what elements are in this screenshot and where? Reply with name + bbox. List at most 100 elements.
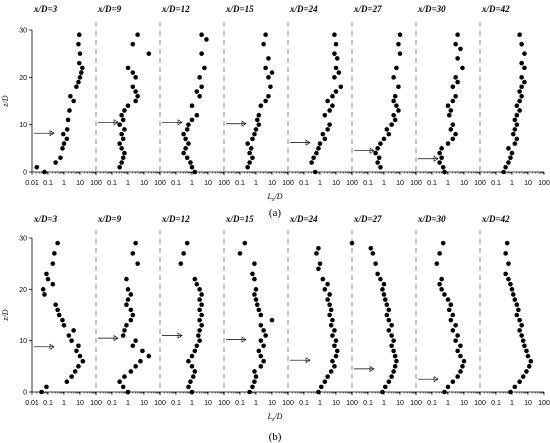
data-point: [458, 343, 463, 349]
data-point: [263, 65, 268, 71]
data-point: [503, 271, 508, 277]
data-point: [135, 32, 140, 38]
data-point: [120, 384, 126, 390]
data-point: [252, 261, 257, 266]
data-point: [117, 122, 122, 127]
data-point: [250, 384, 255, 390]
x-tick-label: 1: [62, 400, 66, 407]
data-point: [117, 379, 122, 385]
data-point: [455, 333, 460, 338]
data-point: [506, 146, 511, 151]
x-tick-label: 0.1: [299, 180, 309, 187]
panel-title: x/D=42: [481, 214, 510, 224]
data-point: [124, 322, 129, 328]
data-point: [453, 41, 458, 47]
data-point: [437, 251, 442, 256]
data-point: [199, 292, 204, 297]
data-point: [74, 84, 79, 90]
x-tick-label: 100: [346, 400, 358, 407]
data-point: [252, 369, 257, 374]
data-point: [133, 89, 138, 94]
data-point: [437, 150, 442, 156]
data-point: [197, 328, 202, 333]
arrow-head: [177, 119, 183, 126]
x-tick-label: 1: [318, 180, 322, 187]
data-point: [525, 353, 531, 359]
x-axis-label: Lz/D: [267, 412, 283, 423]
data-point: [442, 292, 447, 297]
data-point: [199, 51, 204, 56]
data-point: [117, 141, 122, 146]
data-point: [186, 384, 191, 390]
data-point: [128, 292, 134, 297]
data-point: [263, 333, 268, 338]
data-point: [64, 379, 70, 385]
arrow-head: [49, 343, 55, 350]
data-point: [316, 146, 321, 151]
data-point: [258, 322, 264, 328]
x-tick-label: 0.1: [363, 180, 373, 187]
data-point: [197, 338, 202, 343]
data-point: [389, 343, 394, 349]
data-point: [317, 261, 323, 266]
x-tick-label: 10: [204, 180, 212, 187]
data-point: [181, 150, 186, 156]
data-point: [316, 245, 321, 251]
data-point: [69, 374, 74, 379]
x-tick-label: 1: [190, 180, 194, 187]
data-point: [386, 131, 392, 137]
arrow-head: [113, 119, 119, 126]
data-point: [266, 75, 271, 80]
data-point: [247, 160, 252, 165]
data-point: [64, 127, 70, 132]
data-point: [125, 287, 131, 292]
data-point: [188, 160, 193, 165]
data-point: [34, 164, 40, 170]
data-point: [120, 155, 126, 161]
data-point: [450, 84, 456, 90]
data-point: [325, 281, 330, 287]
data-point: [50, 281, 56, 287]
data-point: [509, 150, 515, 156]
data-point: [78, 70, 84, 75]
arrow-head: [305, 139, 311, 146]
data-point: [247, 150, 252, 156]
data-point: [192, 169, 198, 175]
x-tick-label: 100: [154, 400, 166, 407]
data-point: [327, 312, 332, 318]
data-point: [386, 317, 392, 323]
data-point: [389, 374, 394, 379]
arrow-head: [49, 130, 55, 137]
x-tick-label: 10: [140, 180, 148, 187]
data-point: [119, 146, 124, 151]
data-point: [445, 103, 451, 109]
data-point: [448, 302, 454, 308]
x-tick-label: 0.1: [43, 400, 53, 407]
data-point: [125, 297, 131, 302]
data-point: [450, 379, 456, 385]
data-point: [373, 150, 378, 156]
data-point: [184, 127, 190, 132]
data-point: [517, 89, 522, 94]
data-point: [68, 93, 73, 99]
data-point: [252, 131, 257, 137]
x-tick-label: 100: [410, 180, 422, 187]
data-point: [380, 287, 385, 292]
x-tick-label: 10: [396, 400, 404, 407]
data-point: [67, 108, 72, 113]
data-point: [396, 108, 401, 113]
data-point: [256, 112, 262, 118]
data-point: [349, 240, 355, 246]
x-tick-label: 0.1: [107, 400, 117, 407]
data-point: [71, 98, 76, 104]
data-point: [450, 122, 456, 127]
data-point: [522, 343, 527, 349]
data-point: [439, 146, 444, 151]
data-point: [391, 369, 396, 374]
caption-b: (b): [269, 431, 282, 443]
data-point: [194, 112, 200, 118]
arrow-head: [305, 357, 311, 364]
data-point: [332, 32, 337, 38]
data-point: [460, 364, 465, 369]
data-point: [327, 292, 332, 297]
